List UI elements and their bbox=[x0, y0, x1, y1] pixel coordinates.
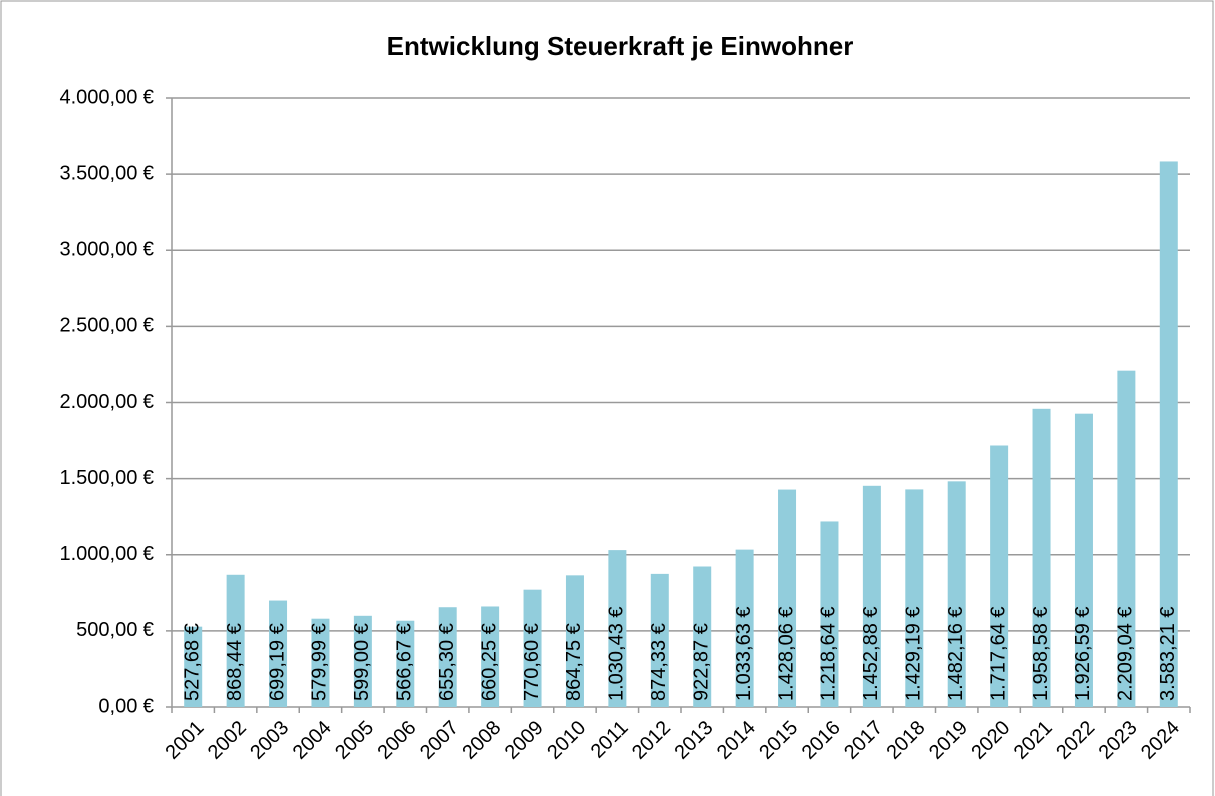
value-label: 566,67 € bbox=[394, 623, 416, 701]
y-tick-label: 1.500,00 € bbox=[59, 467, 154, 489]
bar bbox=[650, 573, 669, 707]
bar bbox=[1032, 408, 1051, 707]
value-label: 579,99 € bbox=[309, 623, 331, 701]
value-label: 599,00 € bbox=[351, 623, 373, 701]
value-label: 1.218,64 € bbox=[818, 606, 840, 701]
bar bbox=[1159, 161, 1178, 707]
value-label: 1.033,63 € bbox=[733, 606, 755, 701]
value-label: 1.452,88 € bbox=[860, 606, 882, 701]
bar bbox=[269, 600, 288, 707]
bar bbox=[693, 566, 712, 707]
value-label: 699,19 € bbox=[266, 623, 288, 701]
bar bbox=[947, 481, 966, 707]
bar bbox=[1117, 370, 1136, 707]
bar bbox=[226, 574, 245, 707]
value-label: 1.482,16 € bbox=[945, 606, 967, 701]
bar bbox=[311, 618, 330, 707]
value-label: 874,33 € bbox=[648, 623, 670, 701]
bar bbox=[523, 589, 542, 707]
y-tick-label: 3.000,00 € bbox=[59, 239, 154, 261]
value-label: 3.583,21 € bbox=[1157, 606, 1179, 701]
value-label: 1.926,59 € bbox=[1072, 606, 1094, 701]
bar bbox=[778, 489, 797, 707]
value-label: 1.030,43 € bbox=[606, 606, 628, 701]
bar bbox=[565, 575, 584, 707]
chart-title: Entwicklung Steuerkraft je Einwohner bbox=[387, 31, 854, 61]
value-label: 1.428,06 € bbox=[775, 606, 797, 701]
y-tick-label: 0,00 € bbox=[98, 695, 154, 717]
value-label: 2.209,04 € bbox=[1115, 606, 1137, 701]
value-label: 527,68 € bbox=[181, 623, 203, 701]
bar bbox=[735, 549, 754, 707]
bar bbox=[608, 550, 627, 707]
bar bbox=[905, 489, 924, 707]
bar bbox=[438, 607, 457, 707]
y-tick-label: 500,00 € bbox=[76, 619, 154, 641]
bar bbox=[396, 620, 415, 707]
y-tick-label: 3.500,00 € bbox=[59, 162, 154, 184]
bar bbox=[990, 445, 1009, 707]
y-tick-label: 1.000,00 € bbox=[59, 543, 154, 565]
y-tick-label: 2.000,00 € bbox=[59, 391, 154, 413]
y-tick-label: 2.500,00 € bbox=[59, 315, 154, 337]
value-label: 922,87 € bbox=[690, 623, 712, 701]
value-label: 660,25 € bbox=[478, 623, 500, 701]
value-label: 868,44 € bbox=[224, 623, 246, 701]
bar bbox=[820, 521, 839, 707]
value-label: 655,30 € bbox=[436, 623, 458, 701]
bar bbox=[862, 485, 881, 707]
value-label: 1.958,58 € bbox=[1030, 606, 1052, 701]
value-label: 770,60 € bbox=[521, 623, 543, 701]
value-label: 1.717,64 € bbox=[987, 606, 1009, 701]
value-label: 864,75 € bbox=[563, 623, 585, 701]
bar bbox=[481, 606, 500, 707]
bar bbox=[353, 615, 372, 707]
value-label: 1.429,19 € bbox=[903, 606, 925, 701]
bar bbox=[1074, 413, 1093, 707]
y-tick-label: 4.000,00 € bbox=[59, 86, 154, 108]
bar bbox=[184, 626, 203, 707]
